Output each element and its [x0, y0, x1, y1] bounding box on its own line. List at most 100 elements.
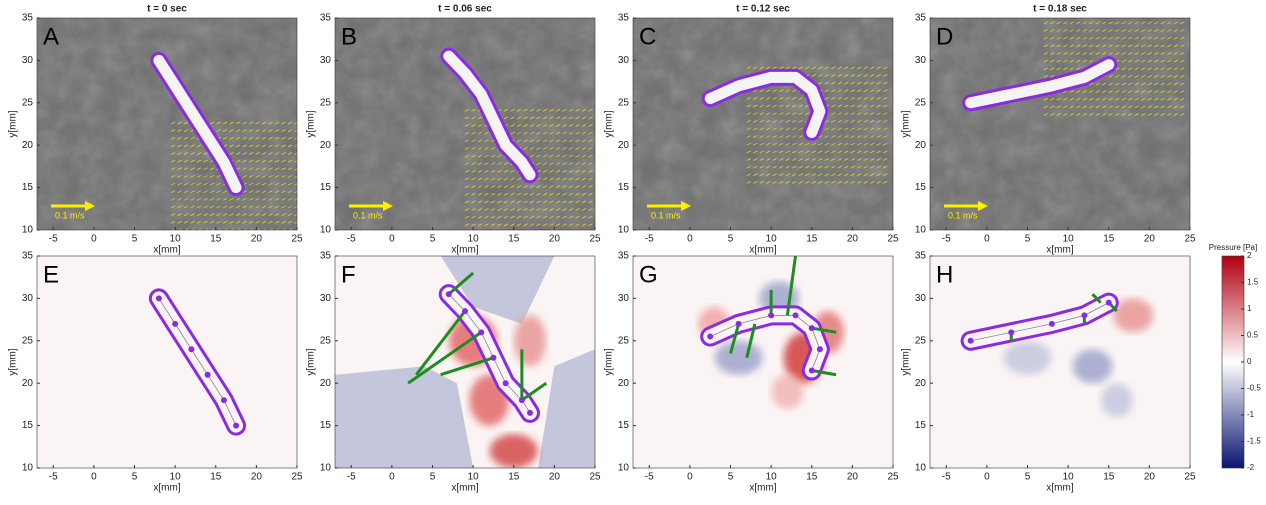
flow-vector: [594, 179, 595, 180]
panel: 0.1 m/s: [37, 18, 305, 230]
flow-vector: [542, 200, 548, 204]
flow-vector: [1121, 44, 1126, 48]
flow-vector: [1050, 36, 1055, 40]
flow-vector: [575, 177, 580, 181]
flow-vector: [1050, 75, 1055, 78]
flow-vector: [471, 162, 476, 166]
flow-vector: [1095, 105, 1100, 109]
flow-vector: [785, 97, 790, 100]
flow-vector: [837, 112, 842, 116]
flow-vector: [268, 167, 273, 171]
flow-vector: [1102, 52, 1107, 55]
flow-vector: [464, 200, 470, 204]
flow-vector: [177, 121, 182, 125]
flow-vector: [497, 169, 502, 173]
flow-vector: [1056, 113, 1061, 116]
flow-vector: [301, 175, 305, 177]
flow-vector: [255, 159, 260, 163]
flow-vector: [831, 142, 836, 146]
flow-vector: [255, 175, 260, 178]
flow-vector: [209, 190, 215, 194]
x-axis-label: x[mm]: [749, 483, 776, 494]
flow-vector: [1069, 44, 1074, 48]
flow-vector: [1180, 59, 1185, 63]
flow-vector: [170, 197, 176, 201]
flow-vector: [177, 167, 182, 171]
flow-vector: [287, 136, 293, 140]
y-tick-label: 20: [618, 378, 630, 389]
flow-vector: [242, 144, 247, 148]
flow-vector: [1076, 52, 1081, 55]
flow-vector: [268, 121, 273, 125]
flow-vector: [1115, 90, 1120, 93]
y-axis-label: y[mm]: [8, 110, 19, 137]
flow-vector: [746, 66, 751, 70]
flow-vector: [281, 197, 286, 201]
axes-box: [334, 17, 596, 231]
flow-vector: [831, 119, 836, 123]
y-tick-label: 30: [320, 293, 332, 304]
flow-vector: [536, 139, 541, 143]
pressure-blob: [1072, 349, 1113, 384]
flow-vector: [497, 215, 502, 219]
flow-vector: [268, 159, 273, 163]
flow-vector: [824, 74, 829, 77]
flow-vector: [529, 208, 535, 211]
flow-vector: [857, 181, 862, 184]
flow-vector: [1128, 52, 1133, 55]
flow-vector: [301, 206, 305, 208]
flow-vector: [1076, 67, 1081, 71]
axes-box: [929, 17, 1191, 231]
flow-vector: [1096, 14, 1100, 16]
flow-vector: [1173, 52, 1178, 55]
flow-vector: [798, 66, 803, 70]
flow-vector: [1121, 75, 1126, 78]
flow-vector: [209, 220, 215, 224]
flow-vector: [1109, 7, 1113, 9]
flow-vector: [602, 147, 606, 149]
flow-vector: [772, 119, 777, 123]
flow-vector: [798, 173, 803, 177]
flow-vector: [503, 223, 509, 227]
force-arrow: [447, 271, 475, 296]
flow-vector: [581, 177, 587, 181]
flow-vector: [229, 121, 234, 125]
flow-vector: [581, 208, 587, 211]
force-arrow: [521, 381, 548, 402]
flow-vector: [568, 124, 574, 127]
flow-vector: [759, 158, 764, 161]
flow-vector: [811, 181, 816, 184]
field-bg: [930, 256, 1190, 468]
flow-vector: [1069, 105, 1074, 109]
flow-vector: [1174, 7, 1178, 9]
y-tick-label: 30: [320, 55, 332, 66]
flow-vector: [1134, 59, 1139, 63]
field-bg: [37, 256, 297, 468]
flow-vector: [190, 159, 195, 163]
flow-vector: [575, 185, 580, 188]
flow-vector: [1154, 97, 1159, 101]
flow-vector: [529, 116, 535, 120]
flow-vector: [766, 158, 771, 161]
flow-vector: [1167, 105, 1172, 109]
flow-vector: [1134, 36, 1139, 40]
y-tick-label: 25: [618, 97, 630, 108]
flow-vector: [1148, 7, 1152, 9]
flow-vector: [772, 142, 777, 146]
flow-vector: [1069, 36, 1074, 40]
flow-vector: [477, 177, 483, 181]
flow-vector: [542, 139, 548, 143]
flow-vector: [261, 121, 267, 125]
flow-vector: [1115, 67, 1120, 71]
x-tick-label: 10: [170, 472, 182, 483]
flow-vector: [477, 169, 483, 173]
flow-vector: [792, 89, 797, 93]
flow-vector: [1180, 7, 1184, 9]
flow-vector: [216, 129, 221, 132]
flow-vector: [831, 81, 836, 85]
flow-vector: [772, 112, 777, 116]
flow-vector: [1154, 90, 1159, 93]
flow-vector: [1147, 75, 1152, 78]
flow-vector: [779, 112, 784, 116]
flow-vector: [883, 104, 888, 108]
